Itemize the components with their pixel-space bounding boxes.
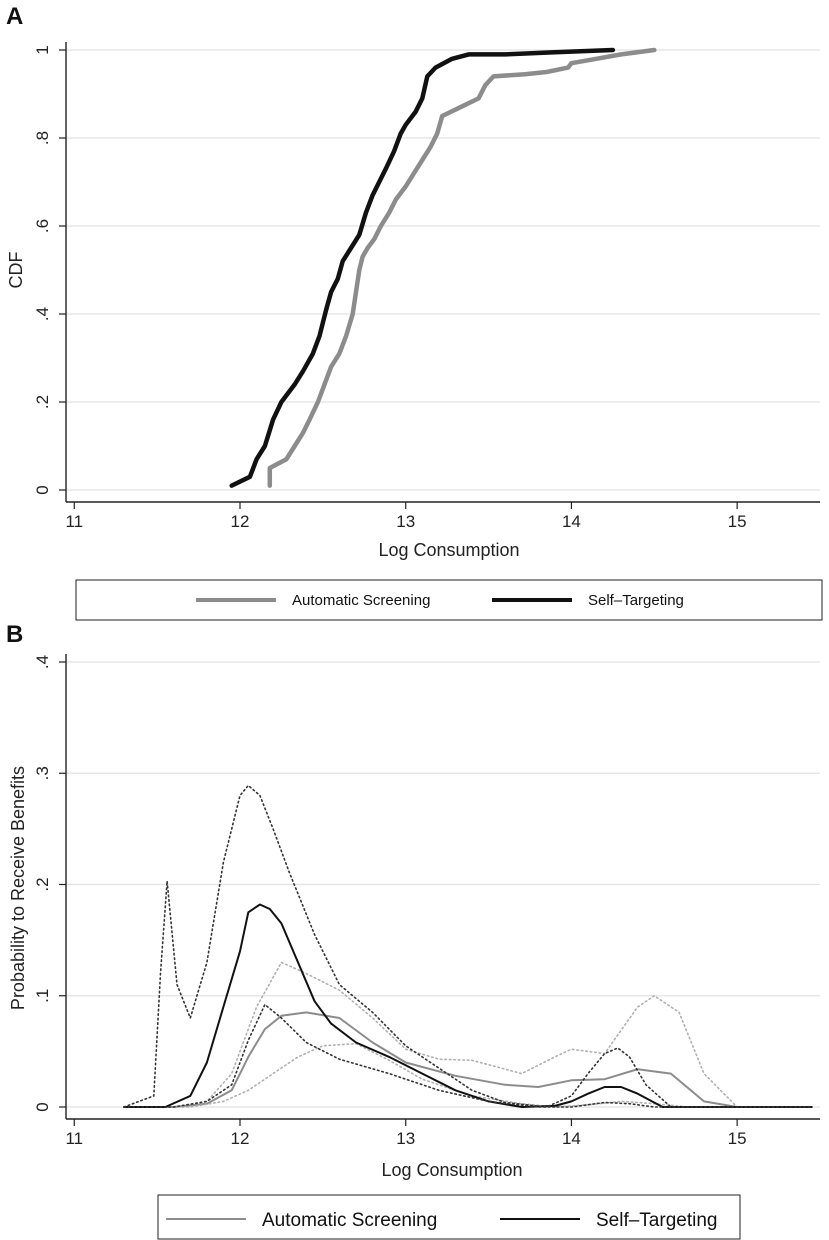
legend-b-label-self: Self–Targeting <box>596 1210 717 1231</box>
panel-b-legend: Automatic Screening Self–Targeting <box>157 1194 741 1240</box>
series-line-1 <box>229 47 616 488</box>
x-tick-label: 11 <box>65 512 83 531</box>
x-tick-label: 13 <box>396 512 415 531</box>
y-tick-label: 1 <box>33 45 52 54</box>
legend-a-label-self: Self–Targeting <box>588 592 684 609</box>
series-line-0 <box>123 1011 813 1108</box>
legend-a-label-auto: Automatic Screening <box>292 592 430 609</box>
panel-b-xlabel: Log Consumption <box>381 1160 522 1180</box>
series-line-5 <box>123 1003 813 1108</box>
series-line-3 <box>123 903 813 1108</box>
x-tick-label: 15 <box>728 1129 747 1148</box>
x-tick-label: 13 <box>396 1129 415 1148</box>
series-line-1 <box>123 961 813 1108</box>
legend-b-label-auto: Automatic Screening <box>262 1210 437 1231</box>
y-tick-label: 0 <box>33 1102 52 1111</box>
series-line-0 <box>267 47 657 488</box>
panel-b-chart: 0 .1 .2 .3 .4 11 12 13 14 15 <box>33 654 820 1148</box>
panel-b-ylabel: Probability to Receive Benefits <box>8 766 28 1010</box>
y-tick-label: .4 <box>33 307 52 321</box>
y-tick-label: .2 <box>33 877 52 891</box>
x-tick-label: 15 <box>728 512 747 531</box>
x-tick-label: 11 <box>65 1129 83 1148</box>
y-tick-label: 0 <box>33 485 52 494</box>
x-tick-label: 12 <box>231 1129 250 1148</box>
y-tick-label: .6 <box>33 219 52 233</box>
y-tick-label: .4 <box>33 655 52 669</box>
y-tick-label: .2 <box>33 395 52 409</box>
panel-a-ylabel: CDF <box>6 252 26 289</box>
x-tick-label: 12 <box>231 512 250 531</box>
series-line-4 <box>123 784 813 1108</box>
panel-a-legend: Automatic Screening Self–Targeting <box>75 579 823 621</box>
x-tick-label: 14 <box>562 512 581 531</box>
x-tick-label: 14 <box>562 1129 581 1148</box>
panel-b-label: B <box>6 621 23 648</box>
panel-a-label: A <box>6 3 23 30</box>
y-tick-label: .3 <box>33 766 52 780</box>
y-tick-label: .8 <box>33 131 52 145</box>
panel-a-xlabel: Log Consumption <box>378 540 519 560</box>
y-tick-label: .1 <box>33 989 52 1003</box>
